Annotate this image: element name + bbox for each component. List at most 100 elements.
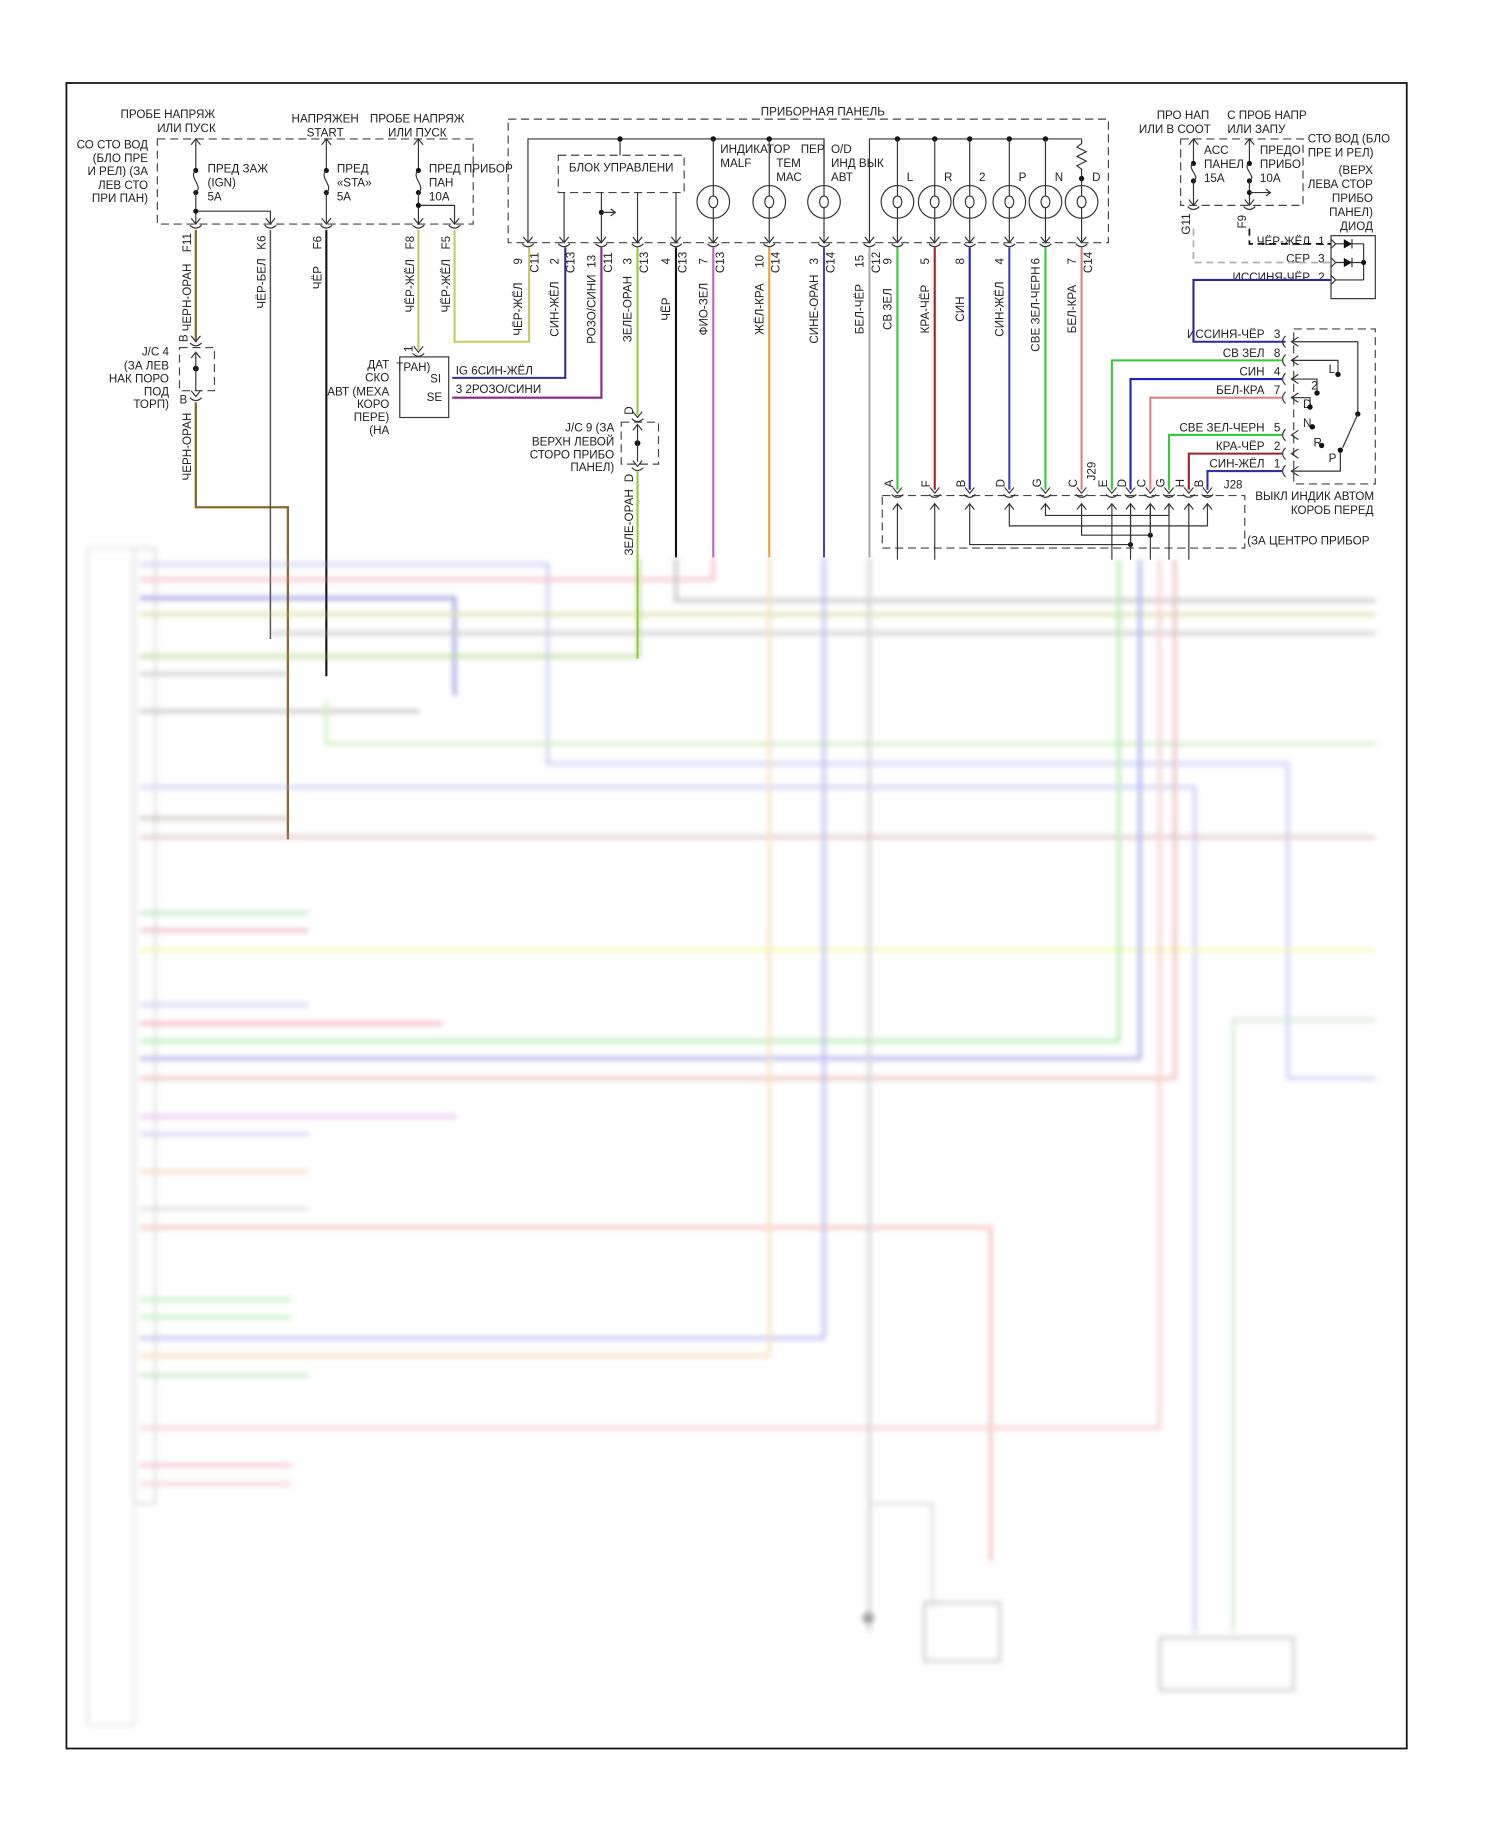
connector-arrow-icon — [964, 487, 975, 495]
wire-color-label: ФИО-ЗЕЛ — [697, 283, 710, 336]
pin-label: F9 — [1236, 215, 1249, 229]
connector-socket-icon — [1162, 493, 1176, 498]
connector-socket-icon — [412, 352, 425, 357]
wire — [139, 562, 1376, 1081]
pin-label: G11 — [1180, 213, 1193, 234]
connector-arrow-icon — [964, 236, 975, 244]
pin-number: 10 — [753, 254, 766, 267]
blurred-lower-section — [86, 546, 1376, 1727]
connector-arrow-icon — [449, 217, 460, 225]
wire — [139, 557, 716, 582]
connector-arrow-icon — [1330, 274, 1337, 286]
wire-color-label: ЧЕРН-ОРАН — [181, 264, 194, 332]
junction-block-outline — [881, 495, 1246, 549]
splice-dot — [1361, 259, 1367, 266]
splice-dot — [894, 136, 901, 142]
gear-lamp-label: D — [1092, 171, 1100, 184]
switch-position-label: N — [1303, 417, 1311, 430]
connector-arrow-icon — [1076, 236, 1087, 244]
wire-color-label: ЧЁР-ЖЁЛ — [1257, 235, 1310, 248]
connector-arrow-icon — [413, 346, 424, 354]
wire-color-label: БЕЛ-ЧЁР — [854, 284, 867, 334]
connector-id: C13 — [714, 252, 727, 273]
junction-connector-jc9: J/C 9 (ЗА ВЕРХН ЛЕВОЙ СТОРО ПРИБО ПАНЕЛ)… — [530, 406, 660, 556]
instrument-panel-outline — [507, 118, 1109, 244]
pin-label: B — [178, 334, 191, 342]
connector-socket-icon — [189, 342, 203, 347]
wire-color-label: ЧЁР — [660, 297, 673, 321]
wire-color-label: РОЗО/СИНИ — [586, 274, 599, 343]
j28-label: J28 — [1224, 479, 1243, 492]
connector-socket-icon — [1039, 243, 1052, 248]
pin-letter: E — [1097, 479, 1110, 487]
wire — [1129, 377, 1283, 490]
wire — [1149, 396, 1283, 490]
wire — [869, 1501, 935, 1609]
wire-color-label: СВЕ ЗЕЛ-ЧЕРН — [1179, 421, 1264, 434]
fuse-block-right-location: ЛЕВА СТОР — [1308, 178, 1373, 191]
connector-socket-icon — [631, 418, 644, 423]
wire-color-label: БЕЛ-КРА — [1216, 384, 1265, 397]
fuse-rating: 10A — [1260, 172, 1281, 185]
junction-internal-link — [969, 503, 1132, 546]
connector-arrow-icon — [321, 217, 332, 225]
diode: ДИОД ЧЁР-ЖЁЛ 1 СЕР 3 ИССИНЯ-ЧЁР 2 — [1232, 220, 1376, 300]
fuse-icon — [415, 169, 422, 194]
wire-color-label: СИН-ЖЁЛ — [993, 281, 1006, 336]
pin-number: 15 — [854, 255, 867, 268]
connector-socket-icon — [557, 243, 571, 248]
connector-socket-icon — [963, 243, 976, 248]
wire-color-label: ЧЁР-ЖЁЛ — [404, 259, 417, 312]
pin-label: B — [179, 394, 187, 407]
wire — [139, 559, 1177, 1081]
wire — [1187, 452, 1283, 490]
connector-socket-icon — [1075, 493, 1088, 498]
connector-socket-icon — [189, 224, 203, 229]
wire-color-label: СИН — [1239, 366, 1264, 379]
pin-label: 1 — [1318, 235, 1324, 248]
trans-sensor-label: СКО — [365, 371, 389, 384]
connector-socket-icon — [1243, 206, 1256, 211]
connector-arrow-icon — [1188, 199, 1199, 207]
pin-number: 7 — [1066, 258, 1079, 264]
gear-switch-outline — [1293, 328, 1376, 485]
panel-bus — [868, 138, 1082, 243]
lamp-filament-icon — [764, 185, 775, 243]
fuse-label: ПРЕД — [337, 163, 369, 176]
terminal-label: SE — [427, 391, 443, 404]
wire-color-label: КРА-ЧЁР — [1216, 440, 1265, 453]
connector-arrow-icon — [1125, 487, 1136, 495]
connector-socket-icon — [669, 243, 683, 248]
switch-position-label: R — [1314, 437, 1322, 450]
blurred-component — [1158, 1636, 1295, 1692]
pin-number: 3 — [1274, 328, 1280, 341]
connector-arrow-icon — [929, 236, 940, 244]
pin-number: 1 — [1274, 458, 1280, 471]
wire-color-label: СВЕ ЗЕЛ-ЧЕРН — [1030, 267, 1043, 352]
lamp-filament-icon — [964, 185, 975, 243]
connector-socket-icon — [631, 467, 644, 472]
od-lamp-label: ИНД ВЫК — [831, 157, 884, 170]
jc4-label: ТОРП) — [133, 398, 169, 411]
connector-socket-icon — [189, 397, 203, 402]
connector-socket-icon — [412, 224, 425, 229]
connector-socket-icon — [1187, 206, 1200, 211]
wire-color-label: СИН — [954, 297, 967, 322]
switch-contact-dot — [1309, 424, 1316, 430]
connector-id: C13 — [565, 252, 578, 273]
wire-color-label: ЧЁР — [312, 266, 325, 290]
fuse-block-left-location: И РЕЛ) (ЗА — [87, 165, 148, 178]
connector-arrow-icon — [1183, 487, 1194, 495]
wire-color-label: БЕЛ-КРА — [1066, 285, 1079, 334]
connector-socket-icon — [521, 243, 535, 248]
od-lamp-label: АВТ — [831, 171, 853, 184]
wire-color-label: ЖЁЛ-КРА — [753, 283, 766, 335]
wire-color-label: 3 2РОЗО/СИНИ — [456, 383, 541, 396]
pin-label: F5 — [440, 236, 453, 250]
diode-icon — [1343, 239, 1352, 249]
junction-location: (ЗА ЦЕНТРО ПРИБОР — [1247, 535, 1370, 548]
arrow-right-icon — [1249, 188, 1272, 197]
fuse-block-right: ПРО НАП ИЛИ В СООТ С ПРОБ НАПР ИЛИ ЗАПУ … — [1139, 109, 1390, 234]
od-lamp-label: O/D — [831, 143, 852, 156]
